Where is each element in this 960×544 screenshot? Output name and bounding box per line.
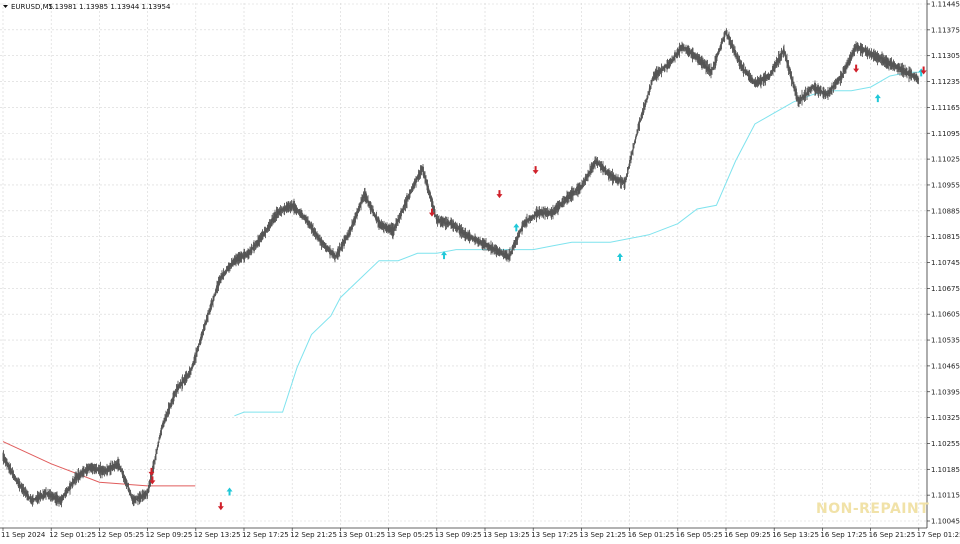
trailing-stop-line-up	[234, 71, 919, 417]
y-tick-label: 1.10745	[931, 259, 960, 267]
y-tick-label: 1.10465	[931, 362, 960, 370]
x-tick-label: 16 Sep 09:25	[724, 531, 771, 539]
x-tick-label: 16 Sep 05:25	[676, 531, 723, 539]
x-tick-label: 16 Sep 21:25	[869, 531, 916, 539]
y-tick-label: 1.10605	[931, 311, 960, 319]
x-tick-label: 12 Sep 09:25	[146, 531, 193, 539]
y-tick-label: 1.10115	[931, 492, 960, 500]
arrow-down-icon	[853, 64, 860, 73]
y-tick-label: 1.10185	[931, 466, 960, 474]
y-tick-label: 1.11375	[931, 26, 960, 34]
x-tick-label: 12 Sep 01:25	[49, 531, 96, 539]
x-tick-label: 13 Sep 13:25	[483, 531, 530, 539]
x-tick-label: 12 Sep 13:25	[194, 531, 241, 539]
arrow-down-icon	[920, 66, 927, 75]
arrow-up-icon	[441, 251, 448, 260]
x-tick-label: 17 Sep 01:25	[917, 531, 960, 539]
trailing-stop-line-down	[2, 441, 196, 487]
signal-arrows	[148, 64, 927, 511]
y-tick-label: 1.11025	[931, 156, 960, 164]
arrow-up-icon	[513, 223, 520, 232]
ohlc-values: 1.13981 1.13985 1.13944 1.13954	[48, 3, 171, 11]
y-axis-ticks: 1.11445 1.11375 1.11305 1.11235 1.11165 1.110…	[927, 1, 960, 526]
y-tick-label: 1.10255	[931, 440, 960, 448]
x-tick-label: 13 Sep 05:25	[387, 531, 434, 539]
x-tick-label: 12 Sep 17:25	[242, 531, 289, 539]
price-trace	[2, 28, 919, 508]
arrow-up-icon	[874, 94, 881, 103]
y-tick-label: 1.10675	[931, 285, 960, 293]
dropdown-triangle-icon[interactable]	[3, 5, 8, 8]
x-axis-ticks: 11 Sep 2024 12 Sep 01:25 12 Sep 05:25 12 Se…	[1, 528, 960, 539]
y-tick-label: 1.11305	[931, 52, 960, 60]
x-tick-label: 11 Sep 2024	[1, 531, 46, 539]
arrow-down-icon	[149, 476, 156, 485]
y-tick-label: 1.10395	[931, 388, 960, 396]
arrow-up-icon	[226, 487, 233, 496]
x-tick-label: 16 Sep 01:25	[628, 531, 675, 539]
y-tick-label: 1.10325	[931, 414, 960, 422]
y-tick-label: 1.11095	[931, 130, 960, 138]
trailing-stop-lines	[2, 71, 919, 487]
y-tick-label: 1.10045	[931, 518, 960, 526]
watermark: NON-REPAINT	[816, 501, 929, 517]
arrow-down-icon	[428, 208, 435, 217]
y-tick-label: 1.11445	[931, 1, 960, 9]
arrow-down-icon	[496, 190, 503, 199]
x-tick-label: 13 Sep 01:25	[338, 531, 385, 539]
x-tick-label: 13 Sep 17:25	[531, 531, 578, 539]
arrow-down-icon	[217, 502, 224, 511]
x-tick-label: 13 Sep 21:25	[579, 531, 626, 539]
y-tick-label: 1.10955	[931, 181, 960, 189]
symbol-header: EURUSD,M5 1.13981 1.13985 1.13944 1.1395…	[3, 3, 171, 11]
arrow-down-icon	[148, 467, 155, 476]
x-tick-label: 12 Sep 21:25	[290, 531, 337, 539]
y-tick-label: 1.10815	[931, 233, 960, 241]
arrow-down-icon	[532, 166, 539, 175]
x-tick-label: 16 Sep 17:25	[820, 531, 867, 539]
y-tick-label: 1.10885	[931, 207, 960, 215]
axes	[0, 0, 928, 529]
price-series	[2, 28, 919, 508]
x-tick-label: 13 Sep 09:25	[435, 531, 482, 539]
symbol-name: EURUSD,M5	[11, 3, 53, 11]
x-tick-label: 12 Sep 05:25	[97, 531, 144, 539]
y-tick-label: 1.10535	[931, 337, 960, 345]
arrow-up-icon	[616, 252, 623, 261]
grid	[0, 3, 927, 528]
y-tick-label: 1.11165	[931, 104, 960, 112]
x-tick-label: 16 Sep 13:25	[772, 531, 819, 539]
y-tick-label: 1.11235	[931, 78, 960, 86]
